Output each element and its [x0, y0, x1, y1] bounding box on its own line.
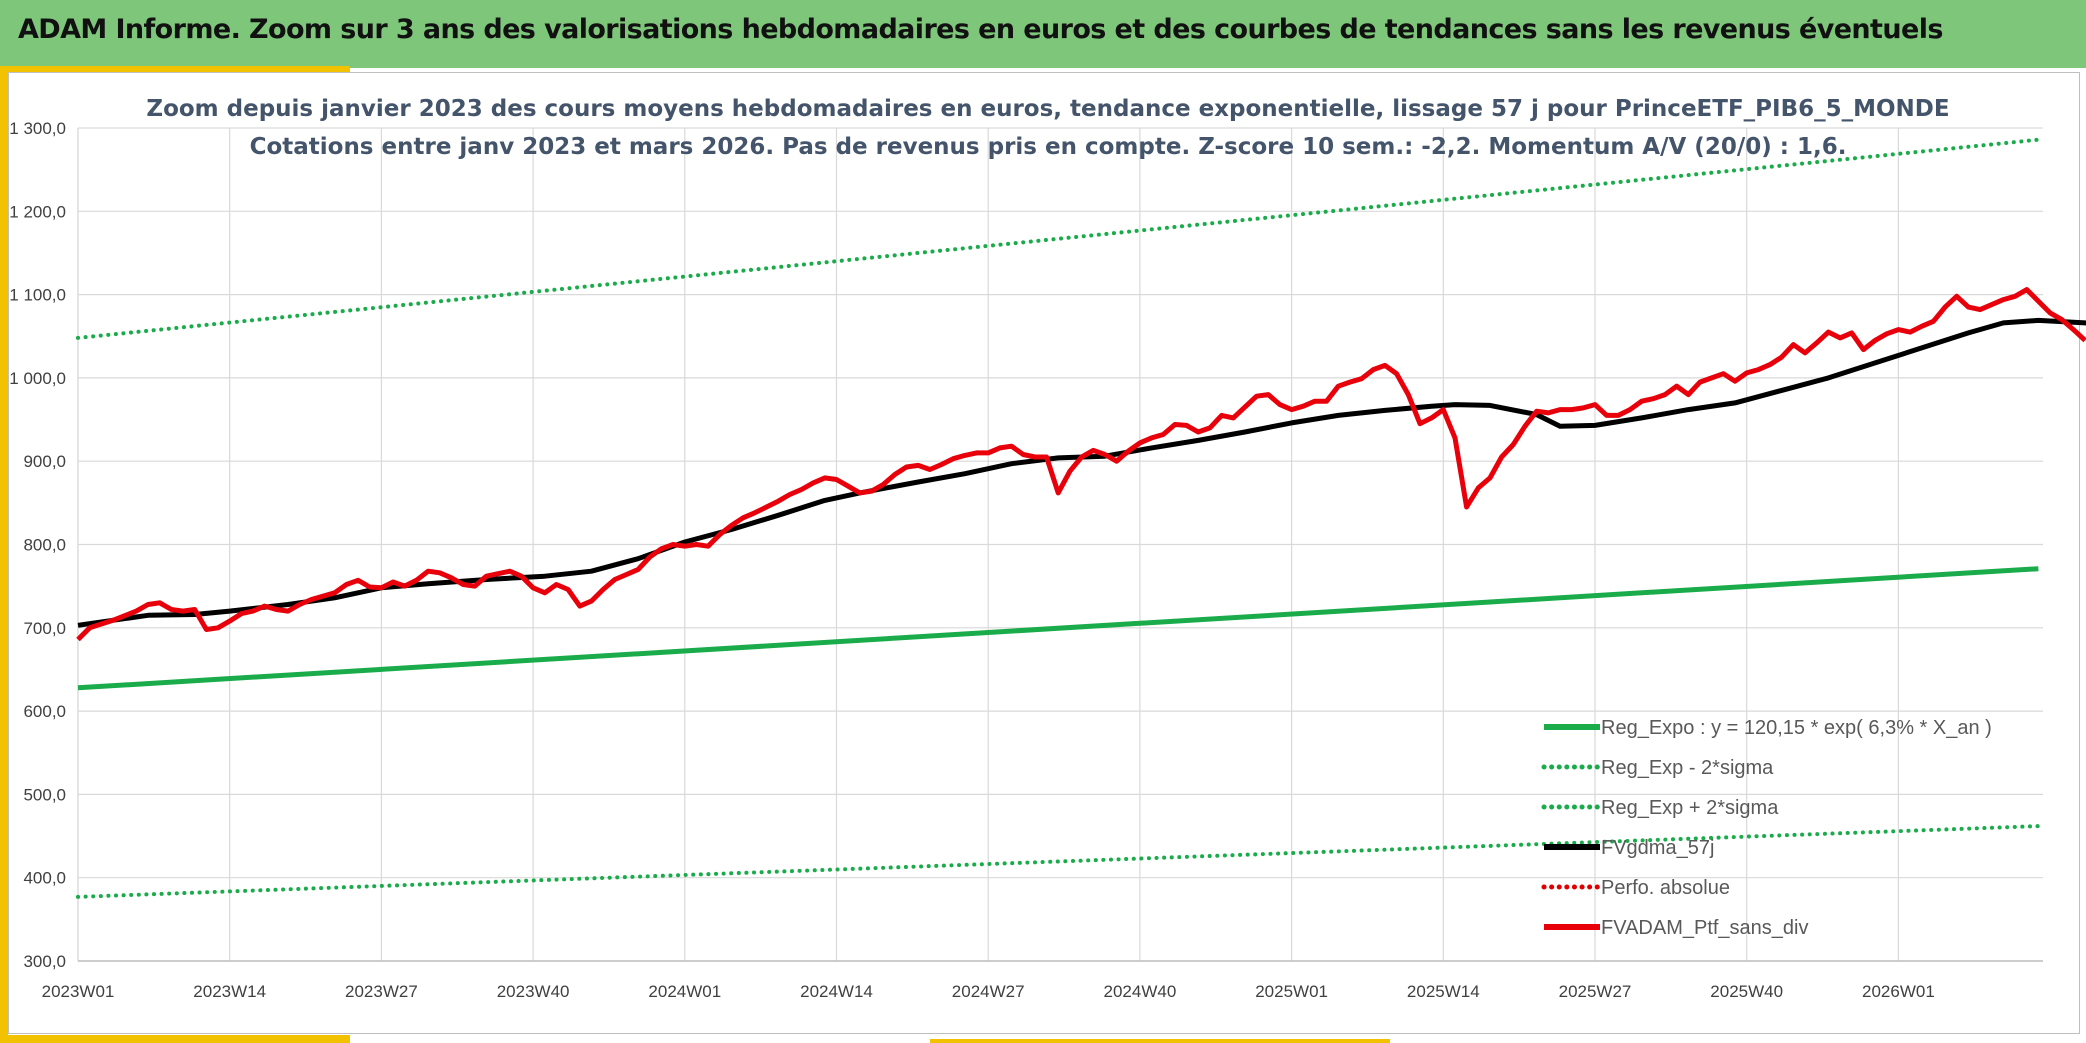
- fvadam-ptf-line: [76, 287, 2086, 642]
- accent-bar-left: [0, 68, 8, 1043]
- legend-label: FVADAM_Ptf_sans_div: [1601, 917, 1809, 939]
- header-title: ADAM Informe. Zoom sur 3 ans des valoris…: [18, 14, 1943, 45]
- chart-title: Zoom depuis janvier 2023 des cours moyen…: [146, 96, 1949, 122]
- y-axis: 300,0 400,0 500,0 600,0 700,0 800,0 900,0 1 000…: [9, 119, 66, 971]
- y-tick-label: 1 200,0: [9, 202, 66, 221]
- chart-legend: Reg_Expo : y = 120,15 * exp( 6,3% * X_an…: [1541, 717, 1992, 939]
- y-tick-label: 600,0: [23, 702, 66, 721]
- y-tick-label: 1 300,0: [9, 119, 66, 138]
- x-tick-label: 2025W40: [1710, 982, 1783, 1001]
- accent-bar-bottom: [0, 1035, 350, 1043]
- y-tick-label: 300,0: [23, 952, 66, 971]
- x-tick-label: 2025W14: [1407, 982, 1480, 1001]
- accent-bar-bottom-right: [930, 1039, 1390, 1043]
- y-tick-label: 400,0: [23, 869, 66, 888]
- reg-expo-line: [77, 566, 2039, 691]
- chart-series: [76, 137, 2086, 899]
- reg-exp-plus-2sigma-line: [76, 137, 2041, 340]
- x-tick-label: 2024W27: [952, 982, 1025, 1001]
- fvgdma-57j-line: [77, 317, 2086, 628]
- legend-label: Reg_Expo : y = 120,15 * exp( 6,3% * X_an…: [1601, 717, 1992, 739]
- reg-exp-minus-2sigma-line: [76, 824, 2041, 899]
- x-tick-label: 2024W01: [648, 982, 721, 1001]
- y-tick-label: 700,0: [23, 619, 66, 638]
- y-tick-label: 500,0: [23, 785, 66, 804]
- y-tick-label: 800,0: [23, 536, 66, 555]
- x-tick-label: 2023W40: [497, 982, 570, 1001]
- y-tick-label: 900,0: [23, 452, 66, 471]
- legend-label: Reg_Exp - 2*sigma: [1601, 757, 1774, 779]
- x-tick-label: 2025W27: [1559, 982, 1632, 1001]
- x-tick-label: 2023W27: [345, 982, 418, 1001]
- x-tick-label: 2024W40: [1104, 982, 1177, 1001]
- chart-frame: [8, 72, 2080, 1034]
- chart-subtitle: Cotations entre janv 2023 et mars 2026. …: [250, 134, 1847, 160]
- legend-label: Perfo. absolue: [1601, 877, 1730, 899]
- x-axis: 2023W01 2023W14 2023W27 2023W40 2024W01 2024W…: [42, 982, 1935, 1001]
- header-bar: ADAM Informe. Zoom sur 3 ans des valoris…: [0, 0, 2086, 68]
- x-tick-label: 2023W14: [193, 982, 266, 1001]
- x-tick-label: 2025W01: [1255, 982, 1328, 1001]
- x-tick-label: 2024W14: [800, 982, 873, 1001]
- legend-label: Reg_Exp + 2*sigma: [1601, 797, 1779, 819]
- x-tick-label: 2023W01: [42, 982, 115, 1001]
- y-tick-label: 1 000,0: [9, 369, 66, 388]
- y-tick-label: 1 100,0: [9, 286, 66, 305]
- legend-label: FVgdma_57j: [1601, 837, 1714, 859]
- accent-bar-top: [0, 66, 350, 72]
- x-tick-label: 2026W01: [1862, 982, 1935, 1001]
